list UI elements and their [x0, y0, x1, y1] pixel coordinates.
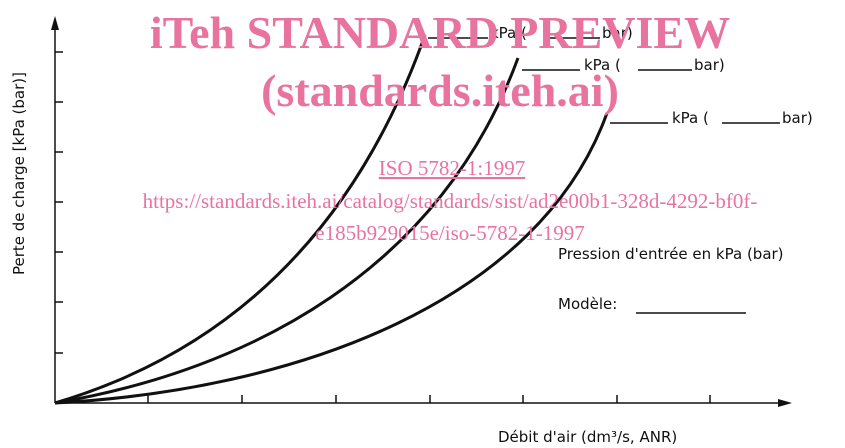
y-axis-label: Perte de charge [kPa (bar)] [10, 72, 28, 275]
unit: bar) [602, 24, 633, 42]
unit: bar) [694, 56, 725, 74]
unit: kPa ( [584, 56, 621, 74]
y-ticks [55, 51, 63, 354]
curve [54, 57, 520, 405]
curve-label: kPa ( bar) [522, 56, 725, 74]
watermark-standard: ISO 5782-1:1997 [379, 156, 525, 180]
curve-label: kPa ( bar) [610, 109, 813, 127]
y-arrow [51, 16, 59, 30]
watermark-title: iTeh STANDARD PREVIEW [150, 7, 730, 58]
watermark-url: https://standards.iteh.ai/catalog/standa… [143, 189, 758, 213]
x-arrow [778, 399, 792, 407]
curve [54, 112, 609, 405]
unit: kPa ( [490, 24, 527, 42]
watermark: iTeh STANDARD PREVIEW (standards.iteh.ai… [143, 7, 758, 245]
curve [54, 34, 427, 405]
x-ticks [147, 395, 711, 403]
watermark-subtitle: (standards.iteh.ai) [261, 65, 619, 116]
model-label: Modèle: [558, 295, 617, 313]
axes [51, 16, 792, 407]
unit: kPa ( [672, 109, 709, 127]
pressure-label: Pression d'entrée en kPa (bar) [558, 245, 784, 263]
watermark-url: e185b929015e/iso-5782-1-1997 [315, 221, 584, 245]
unit: bar) [782, 109, 813, 127]
x-axis-label: Débit d'air (dm³/s, ANR) [498, 428, 677, 446]
curve-label: kPa ( bar) [428, 24, 633, 42]
